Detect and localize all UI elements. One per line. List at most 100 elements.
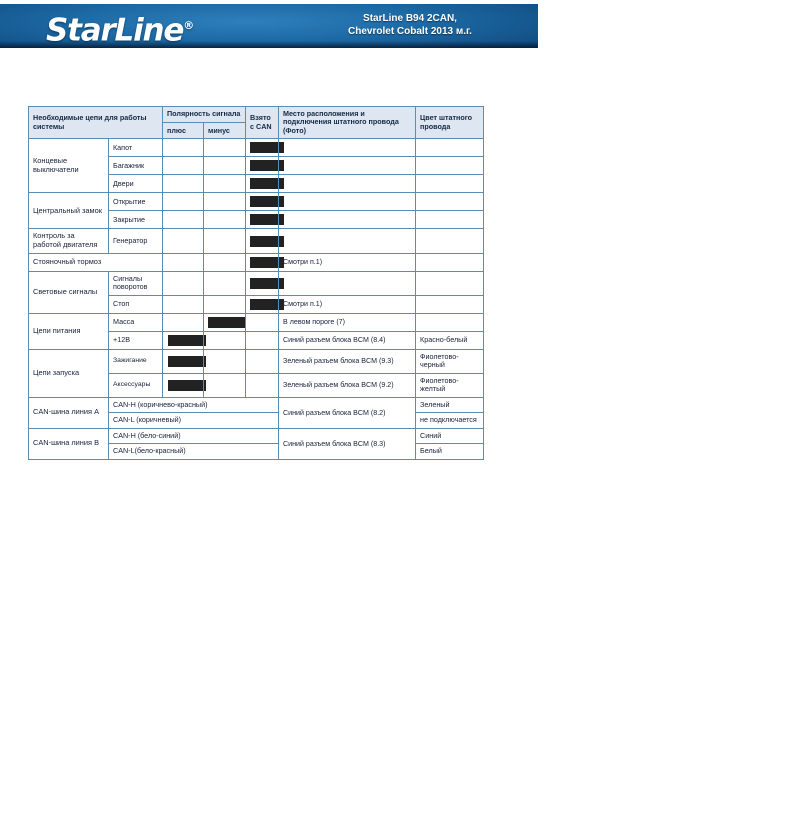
color-cell: Красно-белый [415, 330, 485, 350]
table-row: Концевые выключатели Капот [28, 138, 485, 194]
polarity-plus-cell [162, 210, 205, 230]
color-cell [415, 294, 485, 314]
group-power-circuits: Цепи питания [28, 312, 109, 350]
can-cell [245, 228, 285, 254]
group-parking-brake: Стояночный тормоз [27, 252, 164, 272]
table-row: Цепи питания Масса В левом пороге (7) [28, 312, 485, 350]
color-cell [415, 156, 485, 176]
location-cell: Синий разъем блока BCM (8.4) [278, 330, 417, 350]
location-cell: Синий разъем блока BCM (8.2) [278, 396, 417, 429]
polarity-minus-cell [203, 156, 247, 176]
wiring-connection-table: Необходимые цепи для работы системы Поля… [27, 105, 485, 460]
redaction-bar [250, 256, 285, 268]
polarity-plus-cell [162, 294, 205, 314]
location-cell [278, 210, 417, 230]
location-cell: Смотри п.1) [278, 252, 417, 272]
color-cell [415, 192, 485, 212]
table-row: Аксессуары Зеленый разъем блока BCM (9.2… [29, 372, 485, 398]
can-cell [245, 294, 285, 314]
polarity-minus-cell [203, 348, 247, 374]
group-start-circuits: Цепи запуска [28, 348, 109, 398]
header-taken-from-can: Взято с CAN [245, 105, 280, 140]
color-cell: Зеленый [415, 396, 485, 414]
header-wire-location: Место расположения и подключения штатног… [278, 105, 417, 140]
group-can-line-b: CAN-шина линия B [28, 427, 109, 460]
location-cell [278, 270, 417, 296]
redaction-bar [250, 277, 285, 289]
polarity-plus-cell [162, 228, 205, 254]
polarity-plus-cell [162, 312, 205, 332]
table-header: Необходимые цепи для работы системы Поля… [27, 105, 485, 140]
item-can-h-b: CAN-H (бело-синий) [107, 427, 280, 445]
item-trunk: Багажник [107, 156, 164, 176]
color-cell: Фиолетово-черный [415, 348, 485, 374]
table-row: CAN-шина линия A CAN-H (коричнево-красны… [28, 396, 485, 429]
can-cell [245, 174, 285, 194]
item-accessories: Аксессуары [107, 372, 164, 398]
can-cell [245, 138, 285, 158]
polarity-minus-cell [203, 270, 247, 296]
location-cell [278, 138, 417, 158]
redaction-bar [250, 160, 285, 172]
polarity-plus-cell [162, 174, 205, 194]
location-cell: В левом пороге (7) [278, 312, 417, 332]
item-ignition: Зажигание [107, 348, 164, 374]
color-cell [415, 228, 485, 254]
group-engine-control: Контроль за работой двигателя [28, 228, 109, 254]
table-header-row-1: Необходимые цепи для работы системы Поля… [27, 105, 485, 140]
redaction-bar [168, 379, 207, 391]
item-ground: Масса [107, 312, 164, 332]
polarity-plus-cell [162, 330, 207, 350]
polarity-minus-cell [203, 294, 247, 314]
group-light-signals: Световые сигналы [28, 270, 109, 314]
group-limit-switches: Концевые выключатели [28, 138, 109, 194]
item-open: Открытие [107, 192, 164, 212]
table-row: CAN-шина линия B CAN-H (бело-синий) Сини… [28, 427, 485, 460]
table-row: Контроль за работой двигателя Генератор [28, 228, 485, 254]
location-cell [278, 156, 417, 176]
header-required-circuits: Необходимые цепи для работы системы [27, 105, 164, 140]
redaction-bar [168, 334, 207, 346]
redaction-bar [208, 316, 247, 328]
color-cell: Фиолетово-желтый [415, 372, 485, 398]
table-row: +12В Синий разъем блока BCM (8.4) Красно… [29, 330, 485, 350]
table-row: Закрытие [29, 210, 485, 230]
redaction-bar [250, 298, 285, 310]
table-row: CAN-L(бело-красный) Белый [29, 443, 485, 460]
redaction-bar [250, 196, 285, 208]
page-banner: StarLine® StarLine B94 2CAN, Chevrolet C… [0, 4, 538, 48]
location-cell: Зеленый разъем блока BCM (9.3) [278, 348, 417, 374]
redaction-bar [250, 235, 285, 247]
color-cell [415, 252, 485, 272]
polarity-minus-cell [203, 174, 247, 194]
location-cell [278, 192, 417, 212]
color-cell [415, 174, 485, 194]
starline-logo: StarLine® [46, 9, 194, 47]
polarity-minus-cell [203, 138, 247, 158]
item-turn-signals: Сигналы поворотов [107, 270, 164, 296]
table-header-row-2: плюс минус [29, 122, 484, 140]
table-row: Стояночный тормоз Смотри п.1) [27, 252, 485, 272]
item-can-l-b: CAN-L(бело-красный) [107, 443, 280, 460]
polarity-minus-cell [203, 252, 247, 272]
item-generator: Генератор [107, 228, 164, 254]
item-doors: Двери [107, 174, 164, 194]
header-signal-polarity: Полярность сигнала [162, 105, 247, 124]
polarity-plus-cell [162, 252, 205, 272]
banner-title-line1: StarLine B94 2CAN, [363, 13, 457, 24]
header-polarity-plus: плюс [162, 122, 205, 140]
location-cell [278, 228, 417, 254]
can-cell [245, 252, 285, 272]
polarity-minus-cell [203, 372, 247, 398]
color-cell: Синий [415, 427, 485, 445]
can-cell [245, 372, 280, 398]
registered-trademark-icon: ® [183, 19, 195, 32]
can-cell [245, 330, 280, 350]
color-cell [415, 270, 485, 296]
polarity-plus-cell [162, 348, 207, 374]
color-cell [415, 312, 485, 332]
can-cell [245, 210, 285, 230]
table-row: Световые сигналы Сигналы поворотов [28, 270, 485, 314]
header-polarity-minus: минус [203, 122, 247, 140]
can-cell [245, 270, 285, 296]
